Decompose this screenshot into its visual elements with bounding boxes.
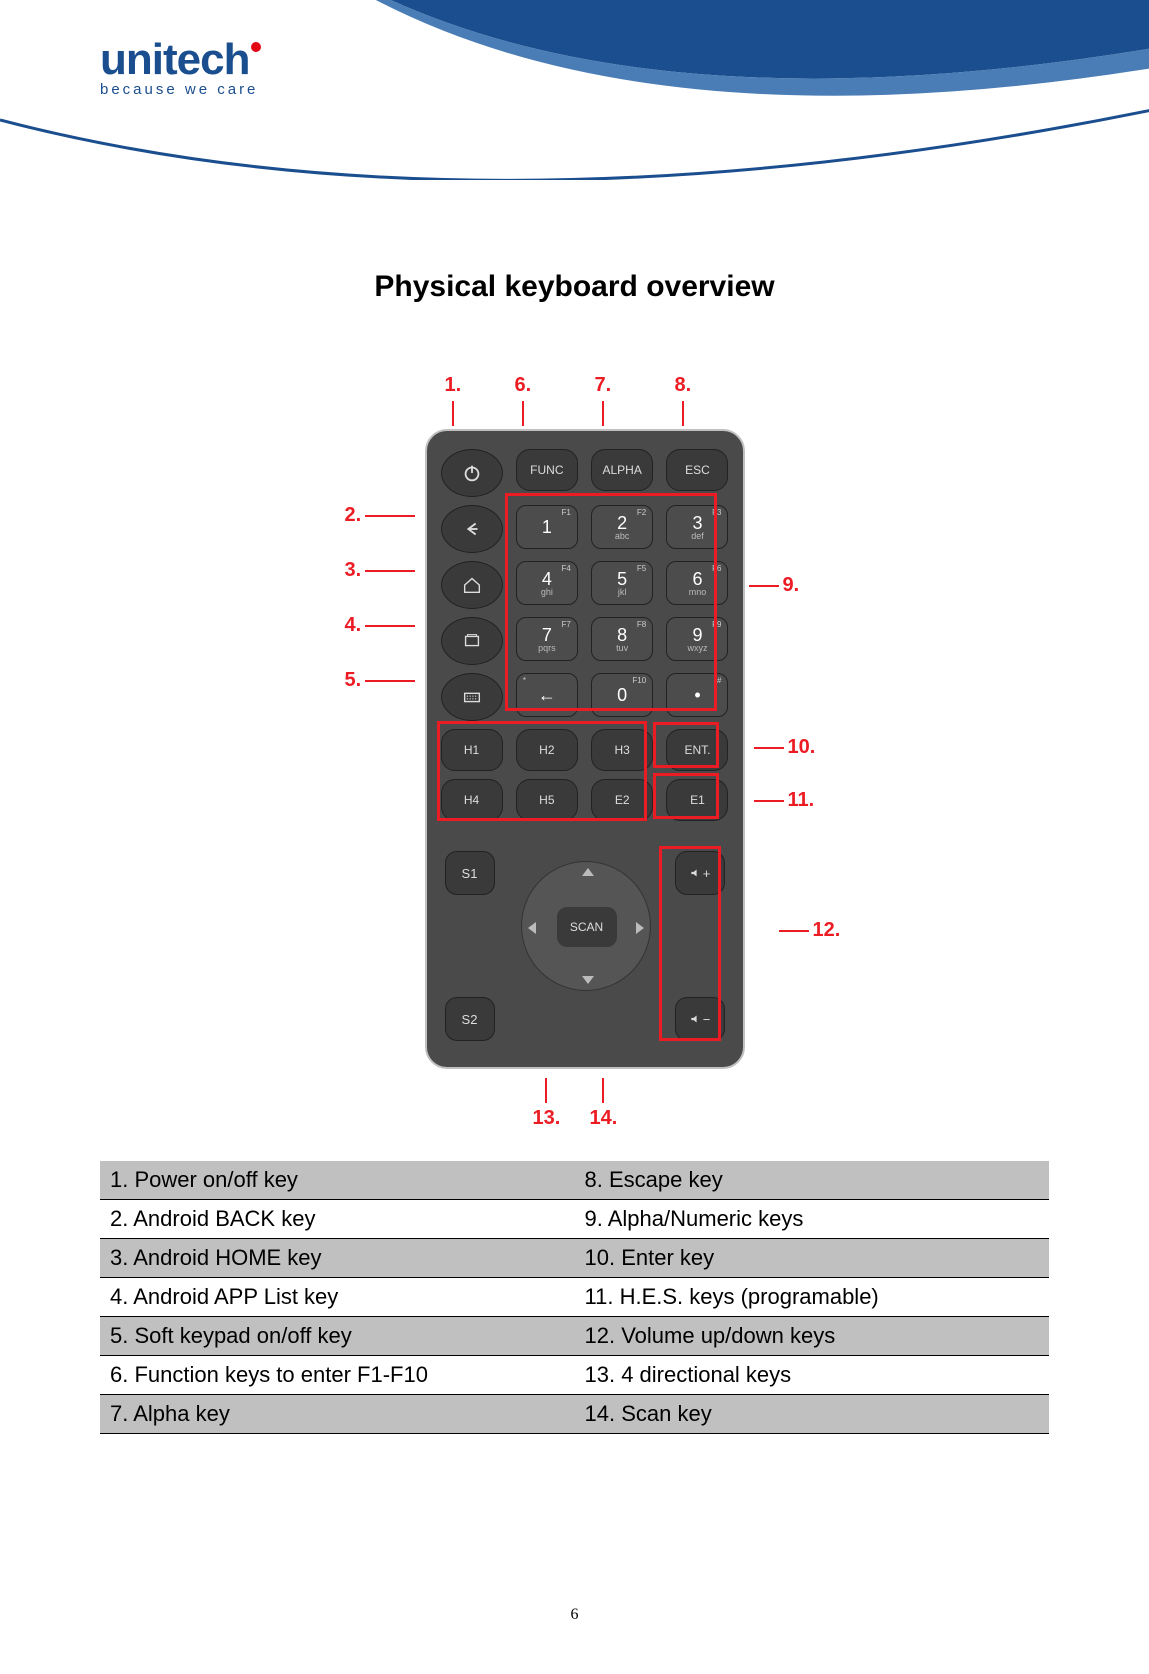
logo: unitech because we care xyxy=(100,35,261,98)
callout-label: 4. xyxy=(345,614,362,637)
arrow-up-icon xyxy=(582,868,594,876)
callout-9: 9. xyxy=(745,574,800,597)
remote-body: FUNC ALPHA ESC F11 F22abc F33def F44ghi … xyxy=(425,429,745,1069)
key-dot: #• xyxy=(666,673,728,717)
callout-8: 8. xyxy=(675,374,692,430)
logo-text: unitech xyxy=(100,35,261,85)
applist-icon xyxy=(461,630,483,652)
keyboard-diagram: 1. 6. 7. 8. 2. 3. 4. 5. 9. 10. 11. 12. 1… xyxy=(275,374,875,1154)
func-key: FUNC xyxy=(516,449,578,491)
back-icon xyxy=(461,518,483,540)
logo-dot xyxy=(251,42,261,52)
applist-key xyxy=(441,617,503,665)
callout-6: 6. xyxy=(515,374,532,430)
callout-label: 9. xyxy=(783,574,800,597)
arrow-right-icon xyxy=(636,922,644,934)
dpad: SCAN xyxy=(521,861,651,991)
callout-label: 1. xyxy=(445,374,462,397)
callout-11: 11. xyxy=(750,789,815,812)
table-row: 7. Alpha key14. Scan key xyxy=(100,1395,1049,1434)
page-header: unitech because we care xyxy=(0,0,1149,180)
key-h4: H4 xyxy=(441,779,503,821)
key-2: F22abc xyxy=(591,505,653,549)
esc-key: ESC xyxy=(666,449,728,491)
logo-tagline: because we care xyxy=(100,81,261,98)
key-5: F55jkl xyxy=(591,561,653,605)
key-8: F88tuv xyxy=(591,617,653,661)
callout-5: 5. xyxy=(345,669,420,692)
page-number: 6 xyxy=(0,1606,1149,1624)
table-row: 1. Power on/off key8. Escape key xyxy=(100,1161,1049,1200)
callout-1: 1. xyxy=(445,374,462,430)
callout-label: 12. xyxy=(813,919,841,942)
keypad-key xyxy=(441,673,503,721)
key-3: F33def xyxy=(666,505,728,549)
callout-label: 6. xyxy=(515,374,532,397)
key-6: F66mno xyxy=(666,561,728,605)
logo-word: unitech xyxy=(100,35,249,84)
page-title: Physical keyboard overview xyxy=(0,270,1149,304)
power-icon xyxy=(461,462,483,484)
key-s2: S2 xyxy=(445,997,495,1041)
scan-key: SCAN xyxy=(557,907,617,947)
callout-label: 8. xyxy=(675,374,692,397)
power-key xyxy=(441,449,503,497)
arrow-left-icon xyxy=(528,922,536,934)
key-9: F99wxyz xyxy=(666,617,728,661)
callout-label: 13. xyxy=(533,1107,561,1130)
back-key xyxy=(441,505,503,553)
alpha-key: ALPHA xyxy=(591,449,653,491)
key-4: F44ghi xyxy=(516,561,578,605)
callout-12: 12. xyxy=(775,919,841,942)
callout-2: 2. xyxy=(345,504,420,527)
nav-area: S1 S2 + − SCAN xyxy=(441,841,729,1051)
table-row: 4. Android APP List key11. H.E.S. keys (… xyxy=(100,1278,1049,1317)
speaker-minus-icon xyxy=(689,1012,703,1026)
key-volup: + xyxy=(675,851,725,895)
key-0: F100 xyxy=(591,673,653,717)
table-row: 6. Function keys to enter F1-F1013. 4 di… xyxy=(100,1356,1049,1395)
key-e2: E2 xyxy=(591,779,653,821)
key-7: F77pqrs xyxy=(516,617,578,661)
callout-label: 11. xyxy=(788,789,815,812)
callout-10: 10. xyxy=(750,736,816,759)
callout-label: 14. xyxy=(590,1107,618,1130)
callout-4: 4. xyxy=(345,614,420,637)
key-h5: H5 xyxy=(516,779,578,821)
key-ent: ENT. xyxy=(666,729,728,771)
callout-label: 5. xyxy=(345,669,362,692)
key-s1: S1 xyxy=(445,851,495,895)
callout-14: 14. xyxy=(590,1074,618,1130)
arrow-down-icon xyxy=(582,976,594,984)
key-h3: H3 xyxy=(591,729,653,771)
callout-7: 7. xyxy=(595,374,612,430)
table-row: 2. Android BACK key9. Alpha/Numeric keys xyxy=(100,1200,1049,1239)
home-key xyxy=(441,561,503,609)
legend-table: 1. Power on/off key8. Escape key 2. Andr… xyxy=(100,1161,1049,1434)
callout-13: 13. xyxy=(533,1074,561,1130)
key-arrow-left: *← xyxy=(516,673,578,717)
key-e1: E1 xyxy=(666,779,728,821)
key-h2: H2 xyxy=(516,729,578,771)
callout-label: 3. xyxy=(345,559,362,582)
callout-label: 10. xyxy=(788,736,816,759)
callout-label: 7. xyxy=(595,374,612,397)
home-icon xyxy=(461,574,483,596)
callout-3: 3. xyxy=(345,559,420,582)
table-row: 3. Android HOME key10. Enter key xyxy=(100,1239,1049,1278)
speaker-plus-icon xyxy=(689,866,703,880)
key-h1: H1 xyxy=(441,729,503,771)
callout-label: 2. xyxy=(345,504,362,527)
key-voldown: − xyxy=(675,997,725,1041)
keypad-icon xyxy=(461,686,483,708)
key-1: F11 xyxy=(516,505,578,549)
table-row: 5. Soft keypad on/off key12. Volume up/d… xyxy=(100,1317,1049,1356)
